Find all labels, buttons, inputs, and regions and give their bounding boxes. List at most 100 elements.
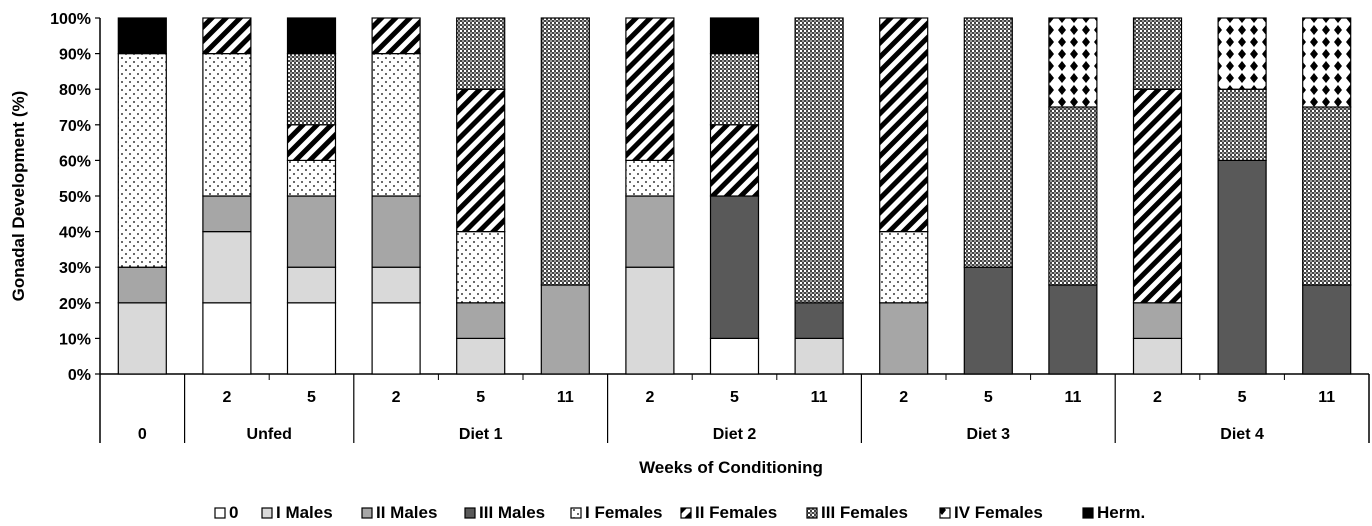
y-tick-label: 100% (50, 11, 91, 28)
bar-segment (286, 302, 337, 375)
legend-label: III Females (821, 503, 908, 522)
bar-segment (879, 17, 929, 233)
bar-segment (117, 17, 167, 55)
legend-label: 0 (229, 503, 238, 522)
week-label: 2 (392, 389, 401, 406)
legend-swatch (939, 507, 951, 519)
x-axis-title: Weeks of Conditioning (639, 458, 823, 477)
bar-segment (794, 302, 844, 339)
week-label: 11 (557, 389, 574, 406)
y-tick-label: 90% (59, 47, 91, 64)
bar-segment (709, 195, 760, 339)
y-tick-label: 0% (68, 367, 91, 384)
bar-segment (1302, 284, 1352, 375)
week-label: 2 (899, 389, 908, 406)
bar-segment (286, 159, 337, 197)
bar-segment (1217, 88, 1267, 161)
bar-segment (456, 88, 506, 233)
legend-label: III Males (479, 503, 545, 522)
legend-label: I Females (585, 503, 663, 522)
legend-label: II Females (695, 503, 777, 522)
bar-segment (286, 52, 337, 126)
group-label: Diet 4 (1220, 426, 1264, 443)
bar-segment (371, 17, 421, 55)
bar-segment (456, 17, 506, 90)
bar-segment (1302, 17, 1352, 108)
legend: 0 I Males II Males III Males I Females II Fem… (214, 503, 1145, 522)
bar-segment (625, 266, 675, 375)
legend-label: Herm. (1097, 503, 1145, 522)
bar-segment (286, 195, 337, 268)
bar-segment (371, 266, 421, 304)
y-tick-label: 80% (59, 82, 91, 99)
bar-segment (202, 302, 252, 375)
legend-swatch (361, 507, 373, 519)
bar-segment (1217, 17, 1267, 90)
y-tick-label: 40% (59, 225, 91, 242)
bar-segment (1132, 302, 1183, 339)
legend-swatch (680, 507, 692, 519)
bar-segment (709, 337, 760, 375)
week-label: 2 (222, 389, 231, 406)
week-label: 2 (1153, 389, 1162, 406)
bar-segment (202, 231, 252, 304)
legend-swatch (261, 507, 273, 519)
bar-segment (625, 159, 675, 197)
bar-segment (456, 337, 506, 375)
bar-segment (1048, 106, 1098, 286)
bar-segment (1302, 106, 1352, 286)
bar-segment (117, 302, 167, 375)
legend-label: II Males (376, 503, 437, 522)
week-label: 5 (476, 389, 485, 406)
group-label: 0 (138, 426, 147, 443)
y-tick-label: 20% (59, 296, 91, 313)
bar-segment (625, 195, 675, 268)
y-tick-label: 10% (59, 331, 91, 348)
week-label: 11 (811, 389, 828, 406)
y-tick-label: 60% (59, 153, 91, 170)
bars (117, 17, 1352, 375)
bar-segment (963, 17, 1013, 268)
bar-segment (202, 52, 252, 197)
bar-segment (117, 266, 167, 304)
bar-segment (117, 52, 167, 268)
bar-segment (794, 337, 844, 375)
bar-segment (371, 302, 421, 375)
y-tick-label: 30% (59, 260, 91, 277)
bar-segment (709, 52, 760, 126)
y-axis-title: Gonadal Development (%) (9, 91, 28, 302)
legend-label: IV Females (954, 503, 1043, 522)
bar-segment (202, 195, 252, 233)
bar-segment (1132, 337, 1183, 375)
week-label: 5 (1238, 389, 1247, 406)
bar-segment (625, 17, 675, 161)
bar-segment (879, 231, 929, 304)
y-tick-label: 50% (59, 189, 91, 206)
legend-swatch (214, 507, 226, 519)
bar-segment (1217, 159, 1267, 375)
bar-segment (371, 195, 421, 268)
legend-swatch (1082, 507, 1094, 519)
bar-segment (709, 124, 760, 197)
legend-swatch (806, 507, 818, 519)
bar-segment (1132, 17, 1183, 90)
legend-swatch (464, 507, 476, 519)
bar-segment (371, 52, 421, 197)
y-tick-label: 70% (59, 118, 91, 135)
group-label: Unfed (247, 426, 292, 443)
bar-segment (456, 231, 506, 304)
week-label: 5 (730, 389, 739, 406)
group-label: Diet 1 (459, 426, 503, 443)
bar-segment (540, 17, 590, 286)
bar-segment (879, 302, 929, 375)
bar-segment (1132, 88, 1183, 304)
week-label: 5 (307, 389, 316, 406)
week-label: 11 (1064, 389, 1081, 406)
bar-segment (286, 124, 337, 162)
bar-segment (709, 17, 760, 55)
bar-segment (456, 302, 506, 339)
bar-segment (1048, 17, 1098, 108)
group-label: Diet 2 (713, 426, 757, 443)
bar-segment (794, 17, 844, 304)
